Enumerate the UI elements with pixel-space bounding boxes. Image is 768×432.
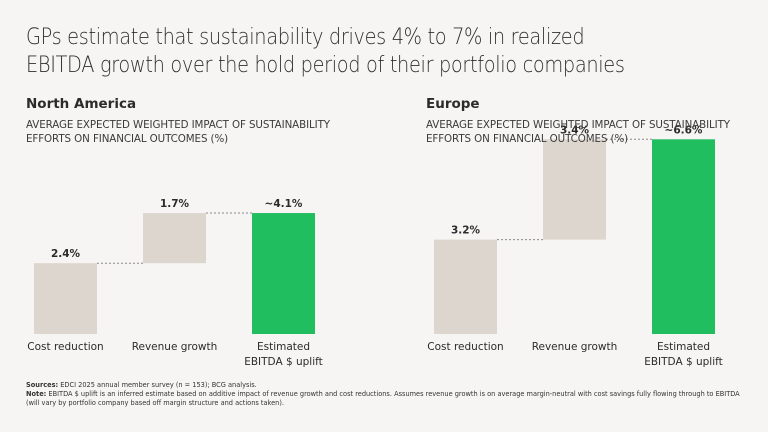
note-text: EBITDA $ uplift is an inferred estimate … [26,390,740,407]
note-line: Note: EBITDA $ uplift is an inferred est… [26,390,746,408]
footnotes: Sources: EDCI 2025 annual member survey … [26,381,746,408]
sources-line: Sources: EDCI 2025 annual member survey … [26,381,746,390]
data-label-3: ~6.6% [665,124,703,136]
sources-label: Sources: [26,381,59,389]
category-label-3: Estimated [257,341,310,353]
data-label-2: 3.4% [560,124,590,136]
bar-3 [652,139,715,334]
bar-1 [34,263,97,334]
category-label-2: Revenue growth [132,341,218,353]
north-america-waterfall-chart: 2.4% Cost reduction 1.7% Revenue growth ~4.1… [27,198,323,368]
europe-subtitle: AVERAGE EXPECTED WEIGHTED IMPACT OF SUST… [426,119,730,145]
data-label-1: 3.2% [451,225,481,237]
europe-panel: 3.2% Cost reduction 3.4% Revenue growth ~6.6… [426,96,768,376]
bar-1 [434,239,497,334]
bar-2 [143,213,206,264]
page-title: GPs estimate that sustainability drives … [26,24,625,78]
note-label: Note: [26,390,47,398]
sources-text: EDCI 2025 annual member survey (n = 153)… [58,381,257,389]
category-label-1: Cost reduction [27,341,103,353]
north-america-panel: 2.4% Cost reduction 1.7% Revenue growth ~4.1… [26,96,386,376]
data-label-1: 2.4% [51,248,81,260]
north-america-title: North America [26,96,137,112]
category-label-1: Cost reduction [427,341,503,353]
europe-waterfall-chart: 3.2% Cost reduction 3.4% Revenue growth ~6.6… [427,124,723,368]
europe-title: Europe [426,96,480,112]
category-label-2: Revenue growth [532,341,618,353]
category-label-3: Estimated [657,341,710,353]
north-america-subtitle: AVERAGE EXPECTED WEIGHTED IMPACT OF SUST… [26,119,330,145]
category-label-3: EBITDA $ uplift [244,356,323,368]
bar-2 [543,139,606,240]
data-label-2: 1.7% [160,198,190,210]
bar-3 [252,213,315,334]
data-label-3: ~4.1% [265,198,303,210]
category-label-3: EBITDA $ uplift [644,356,723,368]
